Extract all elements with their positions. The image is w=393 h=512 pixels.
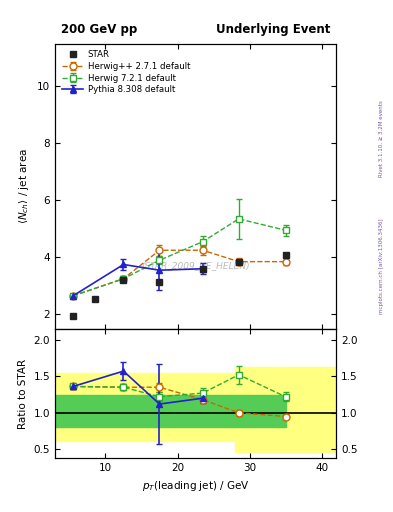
- Y-axis label: Ratio to STAR: Ratio to STAR: [18, 358, 28, 429]
- Text: Rivet 3.1.10, ≥ 3.2M events: Rivet 3.1.10, ≥ 3.2M events: [379, 100, 384, 177]
- STAR: [92, 295, 97, 302]
- STAR: [237, 259, 241, 265]
- STAR: [200, 266, 205, 272]
- STAR: [71, 313, 75, 319]
- STAR: [283, 251, 288, 258]
- Text: mcplots.cern.ch [arXiv:1306.3436]: mcplots.cern.ch [arXiv:1306.3436]: [379, 219, 384, 314]
- STAR: [157, 279, 162, 285]
- X-axis label: $p_T$(leading jet) / GeV: $p_T$(leading jet) / GeV: [141, 479, 250, 493]
- Legend: STAR, Herwig++ 2.7.1 default, Herwig 7.2.1 default, Pythia 8.308 default: STAR, Herwig++ 2.7.1 default, Herwig 7.2…: [59, 48, 193, 97]
- Text: 200 GeV pp: 200 GeV pp: [61, 24, 137, 36]
- Text: Underlying Event: Underlying Event: [216, 24, 331, 36]
- Line: STAR: STAR: [70, 251, 289, 319]
- Text: (STAR_2009_UE_HELEN): (STAR_2009_UE_HELEN): [141, 262, 250, 270]
- Y-axis label: $\langle N_{ch} \rangle$ / jet area: $\langle N_{ch} \rangle$ / jet area: [17, 148, 31, 224]
- STAR: [121, 277, 126, 283]
